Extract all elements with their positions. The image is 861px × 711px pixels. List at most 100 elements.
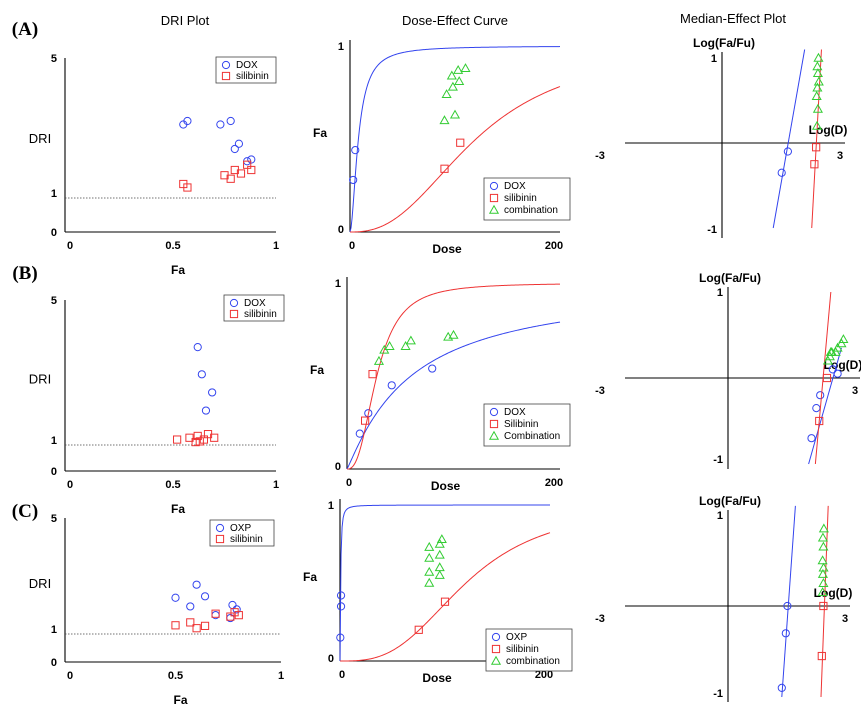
dri-point-silibinin [234, 611, 243, 620]
median-point-combination [812, 61, 823, 71]
dose-y-tick: 0 [335, 461, 341, 473]
median-point-oxp [777, 683, 786, 693]
dose-x-tick: 0 [349, 240, 355, 252]
dri-legend-label: silibinin [236, 71, 269, 82]
median-y-tick: -1 [707, 224, 717, 236]
dri-point-dox [247, 155, 256, 164]
median-point-combination [818, 523, 829, 533]
dose-point-combination [436, 534, 447, 544]
dose-legend-label: DOX [504, 181, 526, 192]
median-point-combination [818, 578, 829, 587]
dri-plot-title: DRI Plot [161, 13, 210, 28]
dose-point-dox [387, 381, 396, 390]
dose-y-label: Fa [313, 126, 327, 140]
dri-x-label: Fa [171, 502, 185, 516]
dri-point-dox [201, 406, 211, 415]
dri-y-tick: 0 [51, 227, 57, 239]
median-point-silibinin [819, 601, 828, 611]
median-x-label: Log(D) [824, 358, 861, 372]
row-label: (C) [12, 501, 38, 522]
dose-legend-marker-silibinin [491, 644, 501, 654]
dose-point-silibinin [368, 370, 377, 379]
dose-point-combination [400, 341, 411, 350]
median-point-combination [817, 587, 828, 597]
median-point-silibinin [817, 651, 826, 661]
dose-legend-label: silibinin [504, 193, 537, 204]
dri-legend-label: OXP [230, 523, 251, 534]
dri-point-silibinin [226, 174, 235, 183]
dose-point-silibinin [414, 625, 423, 634]
median-point-silibinin [812, 143, 821, 152]
median-point-dox [783, 147, 792, 156]
dose-point-combination [439, 115, 450, 125]
dri-point-silibinin [195, 437, 204, 446]
median-line-silibinin [820, 505, 829, 698]
dri-y-tick: 1 [51, 624, 57, 636]
median-x-tick: -3 [595, 385, 605, 397]
dri-legend-marker-oxp [215, 523, 225, 533]
dri-y-tick: 1 [51, 435, 57, 447]
dri-point-dox [226, 116, 235, 126]
dose-x-label: Dose [422, 671, 452, 685]
dose-point-silibinin [440, 597, 450, 606]
median-point-combination [832, 342, 843, 352]
dri-point-silibinin [173, 435, 182, 444]
column-titles: DRI Plot Dose-Effect Curve Median-Effect… [161, 11, 787, 28]
dose-legend-label: Combination [504, 431, 560, 442]
dose-point-combination [424, 577, 435, 587]
median-point-combination [811, 91, 822, 100]
dose-point-combination [460, 63, 471, 73]
dose-point-combination [434, 549, 445, 559]
median-point-silibinin [822, 373, 832, 383]
dose-point-combination [424, 541, 435, 551]
dri-point-silibinin [185, 433, 194, 442]
dri-point-silibinin [236, 169, 246, 178]
median-y-tick: -1 [713, 688, 723, 700]
dri-y-tick: 5 [51, 53, 57, 65]
dose-y-tick: 0 [328, 653, 334, 665]
median-point-combination [838, 334, 849, 343]
row-label: (A) [12, 19, 38, 40]
dri-point-silibinin [183, 183, 192, 192]
dri-legend-label: DOX [236, 60, 258, 71]
dose-x-tick: 0 [346, 477, 352, 489]
dose-curve-dox [346, 321, 561, 470]
dose-point-combination [384, 341, 395, 350]
dri-y-tick: 1 [51, 188, 57, 200]
dose-point-oxp [336, 591, 346, 600]
dri-x-tick: 0 [67, 670, 73, 682]
dri-point-silibinin [186, 618, 195, 627]
dose-point-dox [428, 364, 437, 373]
median-y-tick: 1 [717, 287, 723, 299]
dose-curve-silibinin [350, 86, 561, 233]
median-point-combination [836, 338, 847, 348]
dose-x-tick: 200 [535, 669, 553, 681]
median-point-combination [818, 541, 829, 551]
dri-legend-marker-dox [221, 60, 231, 70]
median-point-combination [813, 76, 824, 86]
median-x-tick: 3 [837, 150, 843, 162]
dri-legend-box [215, 56, 277, 84]
dose-y-tick: 1 [328, 500, 334, 512]
dose-curve-dox [349, 46, 561, 233]
dri-legend-label: silibinin [230, 534, 263, 545]
median-point-dox [816, 391, 825, 400]
dri-point-oxp [186, 602, 195, 611]
dose-legend-marker-oxp [491, 632, 501, 642]
dri-legend-marker-silibinin [229, 309, 239, 319]
dose-y-tick: 0 [338, 224, 344, 236]
dri-y-tick: 0 [51, 466, 57, 478]
dri-legend-marker-silibinin [221, 71, 231, 81]
dri-point-oxp [232, 605, 241, 614]
dri-legend-marker-dox [229, 298, 239, 308]
dose-point-combination [434, 562, 445, 572]
median-y-label: Log(Fa/Fu) [699, 494, 761, 508]
dri-point-dox [216, 120, 225, 129]
